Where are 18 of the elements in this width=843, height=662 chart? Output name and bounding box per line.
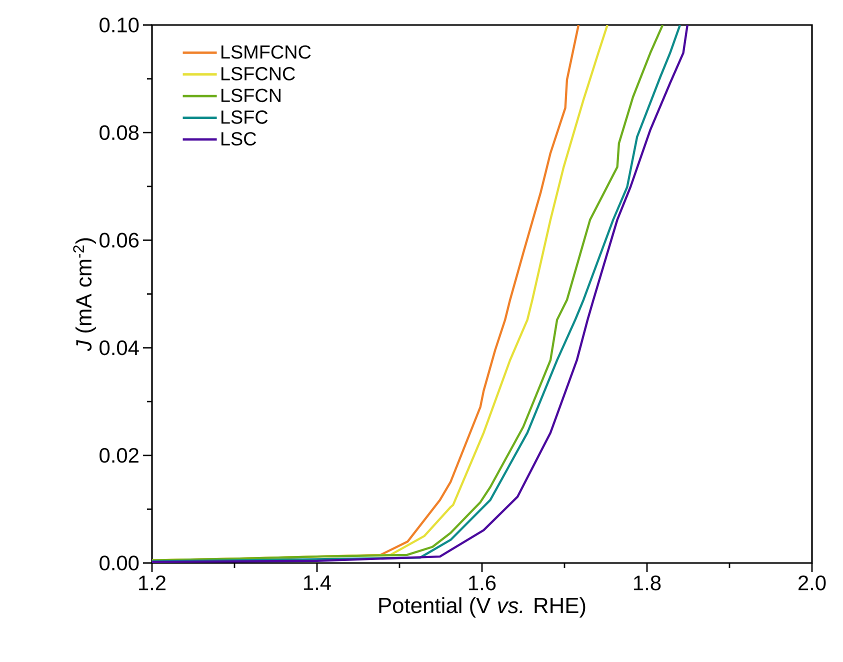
- y-axis-title: J (mA cm$^{-2}$): [73, 238, 96, 352]
- x-tick-label: 1.2: [139, 576, 166, 590]
- y-tick-label: 0.00: [100, 556, 139, 570]
- x-tick-label: 1.8: [634, 576, 661, 590]
- y-tick-label: 0.02: [100, 448, 138, 463]
- y-tick-label: 0.04: [100, 340, 139, 356]
- legend-label: LSMFCNC: [222, 45, 311, 59]
- x-tick-label: 1.4: [304, 576, 331, 590]
- legend-label: LSFCN: [222, 88, 280, 102]
- y-tick-label: 0.08: [100, 125, 139, 140]
- legend-label: LSC: [222, 132, 256, 146]
- x-tick-label: 1.6: [469, 576, 496, 590]
- legend-label: LSFCNC: [222, 67, 295, 80]
- y-tick-label: 0.10: [100, 18, 139, 32]
- x-tick-label: 2.0: [798, 576, 826, 590]
- legend-label: LSFC: [222, 110, 268, 124]
- y-tick-label: 0.06: [100, 232, 139, 248]
- x-axis-title: Potential (V vs. RHE): [379, 597, 586, 618]
